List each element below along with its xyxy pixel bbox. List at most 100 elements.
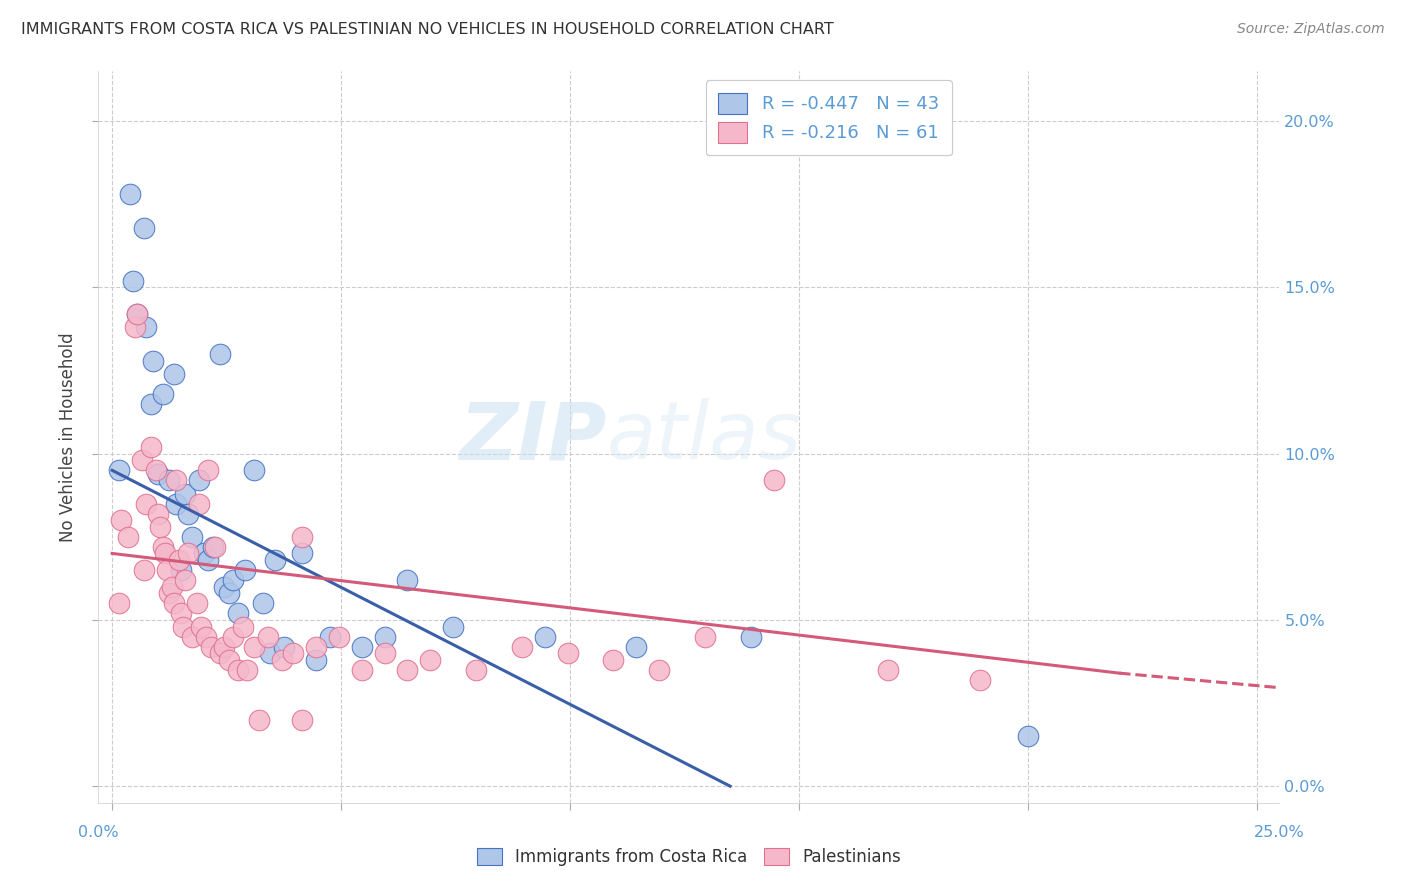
Point [270, 653, 292, 667]
Point [186, 596, 208, 610]
Point [170, 607, 193, 621]
Point [214, 640, 236, 654]
Point [120, 187, 142, 202]
Point [222, 630, 245, 644]
Text: 25.0%: 25.0% [1254, 825, 1305, 840]
Point [157, 586, 180, 600]
Point [373, 630, 395, 644]
Point [693, 630, 716, 644]
Point [465, 663, 488, 677]
Point [153, 546, 176, 560]
Point [188, 497, 211, 511]
Point [263, 553, 285, 567]
Text: Source: ZipAtlas.com: Source: ZipAtlas.com [1237, 22, 1385, 37]
Point [146, 467, 169, 481]
Point [135, 320, 157, 334]
Point [232, 619, 254, 633]
Point [740, 630, 762, 644]
Point [533, 630, 555, 644]
Point [557, 646, 579, 660]
Point [318, 630, 340, 644]
Point [146, 507, 169, 521]
Point [181, 530, 204, 544]
Point [226, 607, 249, 621]
Point [193, 546, 215, 560]
Point [167, 553, 190, 567]
Text: IMMIGRANTS FROM COSTA RICA VS PALESTINIAN NO VEHICLES IN HOUSEHOLD CORRELATION C: IMMIGRANTS FROM COSTA RICA VS PALESTINIA… [21, 22, 834, 37]
Point [197, 463, 219, 477]
Point [163, 596, 186, 610]
Point [110, 513, 132, 527]
Point [350, 663, 373, 677]
Point [157, 473, 180, 487]
Point [195, 630, 218, 644]
Point [160, 580, 183, 594]
Point [163, 367, 186, 381]
Point [174, 573, 197, 587]
Point [602, 653, 624, 667]
Point [134, 563, 156, 577]
Point [396, 663, 419, 677]
Point [877, 663, 900, 677]
Point [190, 619, 212, 633]
Point [328, 630, 350, 644]
Point [969, 673, 991, 687]
Point [350, 640, 373, 654]
Point [222, 573, 245, 587]
Point [510, 640, 533, 654]
Point [135, 497, 157, 511]
Point [291, 713, 314, 727]
Legend: R = -0.447   N = 43, R = -0.216   N = 61: R = -0.447 N = 43, R = -0.216 N = 61 [706, 80, 952, 155]
Point [236, 663, 259, 677]
Point [291, 530, 314, 544]
Point [218, 653, 240, 667]
Point [256, 630, 278, 644]
Point [419, 653, 441, 667]
Text: ZIP: ZIP [458, 398, 606, 476]
Point [156, 563, 179, 577]
Point [214, 580, 236, 594]
Point [273, 640, 295, 654]
Point [252, 596, 274, 610]
Point [396, 573, 419, 587]
Point [131, 453, 153, 467]
Point [208, 347, 231, 361]
Y-axis label: No Vehicles in Household: No Vehicles in Household [59, 332, 77, 542]
Point [197, 553, 219, 567]
Point [181, 630, 204, 644]
Point [139, 397, 162, 411]
Point [127, 307, 149, 321]
Point [243, 640, 266, 654]
Point [145, 463, 167, 477]
Text: atlas: atlas [606, 398, 801, 476]
Point [762, 473, 785, 487]
Point [108, 463, 131, 477]
Point [648, 663, 671, 677]
Point [149, 520, 172, 534]
Point [305, 653, 328, 667]
Point [165, 497, 187, 511]
Point [208, 646, 231, 660]
Point [291, 546, 314, 560]
Point [165, 473, 187, 487]
Point [247, 713, 270, 727]
Point [108, 596, 131, 610]
Point [134, 220, 156, 235]
Point [243, 463, 266, 477]
Point [373, 646, 395, 660]
Point [188, 473, 211, 487]
Point [121, 274, 143, 288]
Point [204, 540, 226, 554]
Point [226, 663, 249, 677]
Point [124, 320, 146, 334]
Point [441, 619, 464, 633]
Point [152, 387, 174, 401]
Point [626, 640, 648, 654]
Point [172, 619, 194, 633]
Point [127, 307, 149, 321]
Point [1017, 729, 1039, 743]
Point [117, 530, 139, 544]
Point [281, 646, 304, 660]
Point [139, 440, 162, 454]
Point [152, 540, 174, 554]
